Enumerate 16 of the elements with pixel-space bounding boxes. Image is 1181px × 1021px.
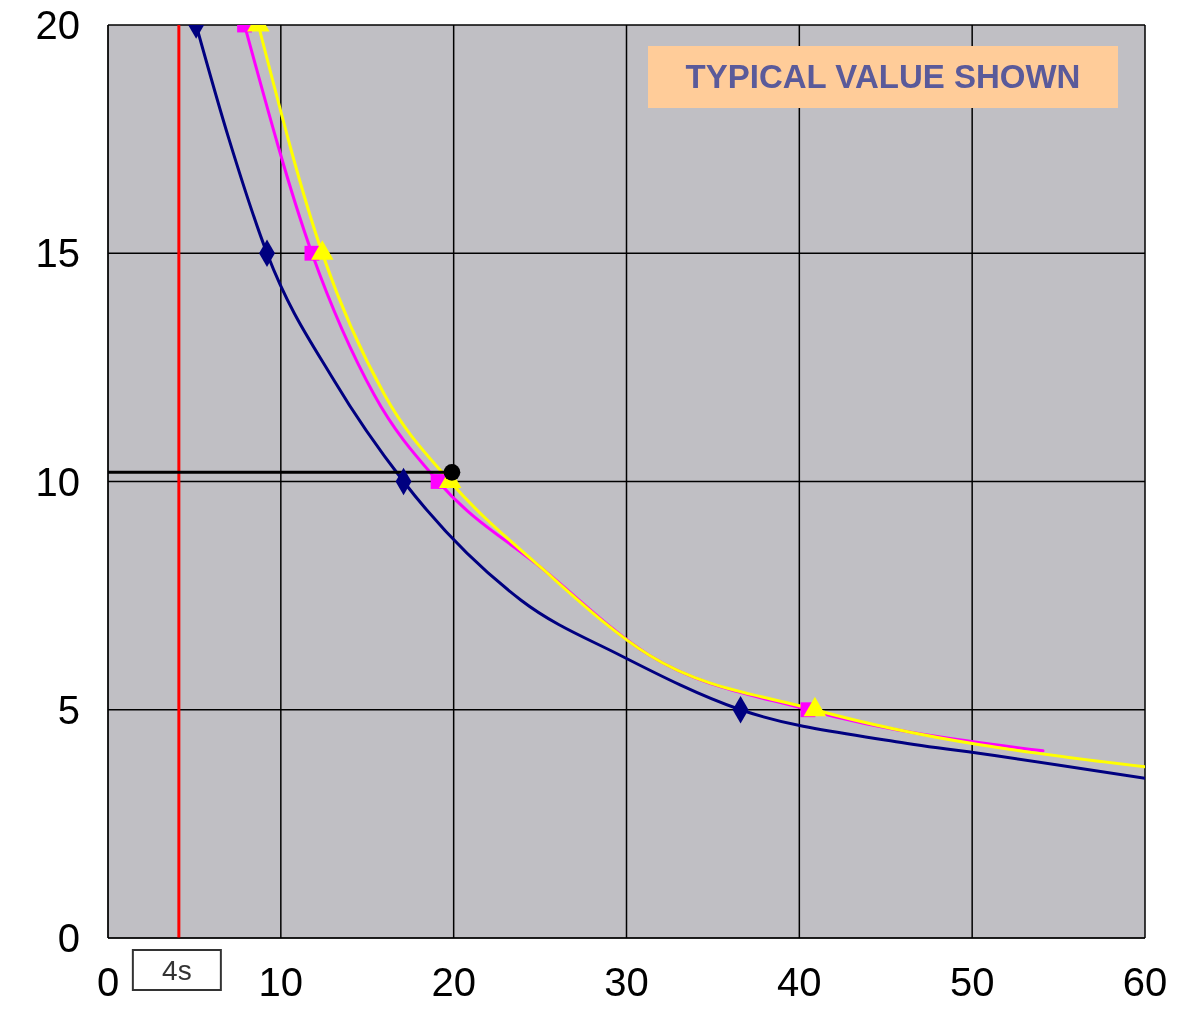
y-tick-label: 5 [57,687,80,732]
y-tick-label: 20 [35,3,80,48]
x-tick-label: 10 [258,960,304,1005]
x-tick-label: 30 [604,960,649,1005]
x-tick-label: 40 [777,960,822,1005]
ref-line-label: 4s [162,955,192,986]
annotation: TYPICAL VALUE SHOWN [648,46,1118,108]
point [443,464,461,481]
x-tick-label: 60 [1122,960,1168,1005]
x-tick-label: 50 [949,960,995,1005]
y-tick-label: 15 [35,231,80,276]
y-tick-label: 10 [35,459,80,504]
point [803,696,827,717]
x-tick-label: 0 [96,960,120,1005]
x-tick-label: 20 [431,960,476,1005]
y-tick-label: 0 [57,916,80,961]
